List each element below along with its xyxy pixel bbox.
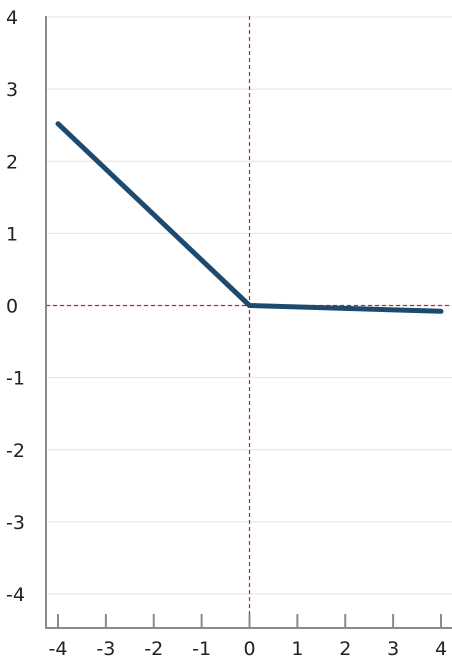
tick-labels: 4 3 2 1 0 -1 -2 -3 -4 -4 -3 -2 -1 0 1 2 3 4 xyxy=(6,7,447,658)
x-tick-label: 0 xyxy=(243,638,255,658)
x-tick-label: 1 xyxy=(291,638,303,658)
y-tick-label: 1 xyxy=(6,223,18,245)
x-tick-label: 4 xyxy=(435,638,447,658)
x-tick-label: -1 xyxy=(192,638,211,658)
series-line xyxy=(55,121,444,314)
y-tick-label: 2 xyxy=(6,151,18,173)
x-tick-label: 2 xyxy=(339,638,351,658)
axes xyxy=(45,16,452,629)
x-tick-label: 3 xyxy=(387,638,399,658)
zero-reference-lines xyxy=(46,16,452,628)
x-tick-label: -2 xyxy=(144,638,163,658)
y-tick-label: -2 xyxy=(6,440,25,462)
y-tick-label: 4 xyxy=(6,7,18,29)
series-layer xyxy=(55,121,444,314)
y-tick-label: -4 xyxy=(6,584,25,606)
y-tick-label: -1 xyxy=(6,368,25,390)
x-tick-label: -4 xyxy=(49,638,68,658)
y-tick-label: 3 xyxy=(6,79,18,101)
y-tick-label: 0 xyxy=(6,296,18,318)
x-tick-label: -3 xyxy=(96,638,115,658)
y-tick-label: -3 xyxy=(6,512,25,534)
